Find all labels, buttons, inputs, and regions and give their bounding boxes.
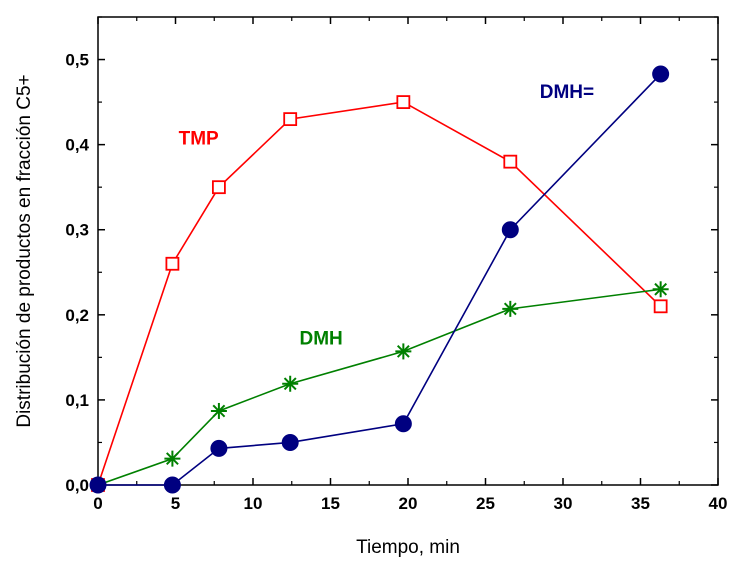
x-tick-label: 40 bbox=[709, 494, 728, 513]
x-tick-label: 30 bbox=[554, 494, 573, 513]
series-tmp bbox=[91, 95, 668, 492]
series-line bbox=[97, 288, 661, 486]
data-series bbox=[89, 65, 670, 494]
data-point bbox=[502, 300, 519, 317]
data-point bbox=[163, 476, 181, 494]
y-tick-label: 0,0 bbox=[65, 476, 89, 495]
data-point bbox=[282, 375, 299, 392]
data-point bbox=[652, 65, 670, 83]
y-tick-label: 0,4 bbox=[65, 136, 89, 155]
data-point bbox=[211, 180, 226, 195]
data-point bbox=[89, 476, 107, 494]
data-point bbox=[210, 402, 227, 419]
data-point bbox=[395, 343, 412, 360]
data-point bbox=[653, 299, 668, 314]
data-point bbox=[503, 154, 518, 169]
series-label: DMH bbox=[300, 329, 343, 350]
x-tick-label: 0 bbox=[93, 494, 102, 513]
axis-ticks: 0 5 10 15 20 25 30 35 40 0,0 0,1 0,2 0,3 0,4 0,5 bbox=[65, 16, 728, 513]
y-tick-label: 0,2 bbox=[65, 306, 89, 325]
data-point bbox=[394, 415, 412, 433]
data-point bbox=[501, 221, 519, 239]
y-tick-label: 0,1 bbox=[65, 391, 89, 410]
series-dmh bbox=[90, 281, 669, 493]
x-tick-label: 20 bbox=[399, 494, 418, 513]
data-point bbox=[165, 256, 180, 271]
x-tick-label: 25 bbox=[476, 494, 495, 513]
y-tick-label: 0,5 bbox=[65, 51, 89, 70]
data-point bbox=[652, 281, 669, 298]
series-label: DMH= bbox=[540, 82, 594, 103]
series-label: TMP bbox=[179, 129, 219, 150]
y-tick-label: 0,3 bbox=[65, 221, 89, 240]
x-tick-label: 15 bbox=[321, 494, 340, 513]
series-dmh- bbox=[89, 65, 670, 494]
data-point bbox=[281, 433, 299, 451]
x-axis-title: Tiempo, min bbox=[356, 537, 460, 558]
data-point bbox=[164, 450, 181, 467]
data-point bbox=[283, 112, 298, 127]
series-labels: TMP DMH DMH= bbox=[179, 82, 595, 350]
y-axis-title: Distribución de productos en fracción C5… bbox=[14, 74, 35, 427]
x-tick-label: 35 bbox=[631, 494, 650, 513]
data-point bbox=[396, 95, 411, 109]
data-point bbox=[210, 439, 228, 457]
x-tick-label: 10 bbox=[244, 494, 263, 513]
x-tick-label: 5 bbox=[171, 494, 180, 513]
